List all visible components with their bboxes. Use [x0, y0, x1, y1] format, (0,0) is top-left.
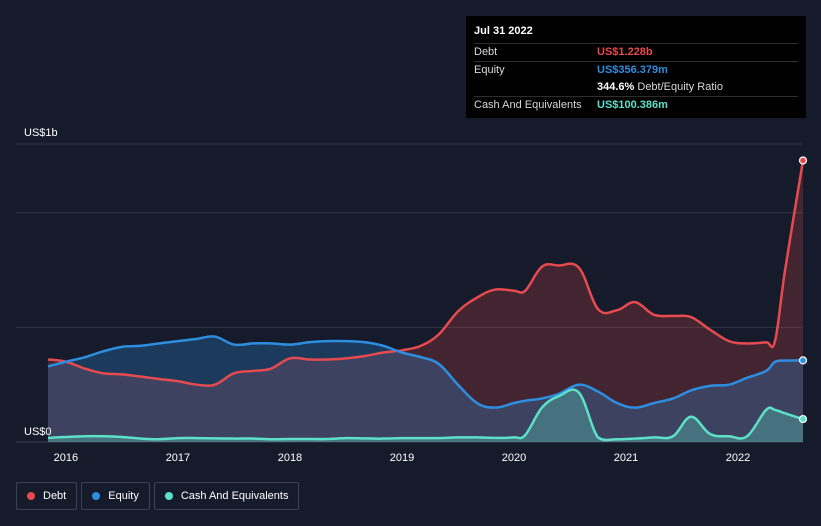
x-tick-label: 2022: [726, 452, 750, 464]
debt-dot-icon: [27, 492, 35, 500]
tooltip-debt-value: US$1.228b: [597, 46, 653, 58]
debt-end-point[interactable]: [798, 156, 808, 165]
chart-grid: [16, 143, 803, 443]
tooltip-row-debt: Debt US$1.228b: [474, 43, 798, 61]
tooltip-debt-label: Debt: [474, 46, 498, 58]
tooltip-row-ratio: 344.6% Debt/Equity Ratio: [474, 79, 798, 96]
legend-debt-label: Debt: [43, 490, 67, 502]
debt-equity-history-chart: 2016 2017 2018 2019 2020 2021 2022 US$0 US$1b: [16, 127, 808, 464]
x-tick-label: 2021: [614, 452, 638, 464]
equity-area: [48, 336, 803, 442]
equity-line: [47, 335, 804, 409]
tooltip-cash-value: US$100.386m: [597, 99, 668, 111]
debt-line: [47, 160, 805, 388]
x-tick-label: 2018: [278, 452, 302, 464]
legend-cash-label: Cash And Equivalents: [180, 490, 289, 502]
series-lines: [47, 160, 805, 442]
tooltip-date: Jul 31 2022: [474, 25, 533, 37]
debt-area: [48, 160, 803, 442]
equity-end-point[interactable]: [798, 356, 808, 365]
x-tick-label: 2020: [502, 452, 526, 464]
x-tick-label: 2016: [54, 452, 78, 464]
cash-end-point[interactable]: [798, 414, 808, 424]
tooltip-equity-value: US$356.379m: [597, 64, 668, 76]
legend-equity-label: Equity: [108, 490, 139, 502]
cash-line: [47, 388, 804, 442]
y-tick-label: US$0: [24, 426, 52, 438]
cash-dot-icon: [164, 492, 173, 500]
data-tooltip: Jul 31 2022 Debt US$1.228b Equity US$356…: [466, 16, 806, 118]
x-axis-ticks: 2016 2017 2018 2019 2020 2021 2022: [54, 452, 751, 464]
legend-item-cash[interactable]: Cash And Equivalents: [153, 482, 300, 510]
legend-item-debt[interactable]: Debt: [16, 482, 78, 510]
tooltip-ratio-label: Debt/Equity Ratio: [637, 81, 723, 93]
tooltip-cash-label: Cash And Equivalents: [474, 99, 582, 111]
x-tick-label: 2017: [166, 452, 190, 464]
tooltip-ratio-value: 344.6%: [597, 81, 635, 93]
x-tick-label: 2019: [390, 452, 414, 464]
tooltip-row-cash: Cash And Equivalents US$100.386m: [474, 96, 798, 114]
legend-item-equity[interactable]: Equity: [81, 482, 150, 510]
series-areas: [48, 160, 803, 442]
equity-dot-icon: [92, 492, 101, 500]
y-tick-label: US$1b: [24, 127, 58, 139]
tooltip-row-equity: Equity US$356.379m: [474, 61, 798, 79]
y-axis-ticks: US$0 US$1b: [24, 127, 58, 438]
series-end-markers: [798, 156, 808, 424]
chart-legend: Debt Equity Cash And Equivalents: [16, 482, 303, 510]
tooltip-equity-label: Equity: [474, 64, 505, 76]
